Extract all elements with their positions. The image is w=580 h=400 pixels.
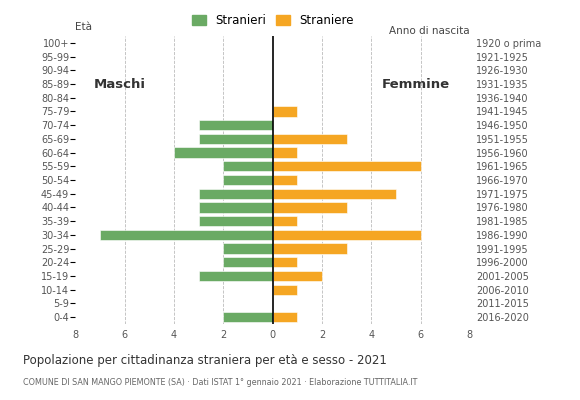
Bar xyxy=(273,175,297,185)
Bar xyxy=(273,312,297,322)
Text: Femmine: Femmine xyxy=(382,78,450,90)
Bar xyxy=(198,216,273,226)
Bar xyxy=(223,161,273,172)
Text: Maschi: Maschi xyxy=(94,78,146,90)
Bar xyxy=(100,230,273,240)
Text: Popolazione per cittadinanza straniera per età e sesso - 2021: Popolazione per cittadinanza straniera p… xyxy=(23,354,387,367)
Bar xyxy=(223,312,273,322)
Text: Anno di nascita: Anno di nascita xyxy=(389,26,470,36)
Bar xyxy=(273,202,347,212)
Text: Età: Età xyxy=(75,22,92,32)
Bar xyxy=(273,148,297,158)
Bar xyxy=(223,175,273,185)
Bar xyxy=(223,257,273,268)
Bar xyxy=(223,244,273,254)
Bar xyxy=(273,216,297,226)
Bar xyxy=(273,134,347,144)
Bar xyxy=(273,106,297,116)
Text: COMUNE DI SAN MANGO PIEMONTE (SA) · Dati ISTAT 1° gennaio 2021 · Elaborazione TU: COMUNE DI SAN MANGO PIEMONTE (SA) · Dati… xyxy=(23,378,418,387)
Bar xyxy=(273,230,420,240)
Bar xyxy=(273,188,396,199)
Bar xyxy=(273,161,420,172)
Bar xyxy=(273,271,322,281)
Bar xyxy=(273,284,297,295)
Bar xyxy=(198,134,273,144)
Legend: Stranieri, Straniere: Stranieri, Straniere xyxy=(191,14,354,27)
Bar xyxy=(198,120,273,130)
Bar xyxy=(198,271,273,281)
Bar xyxy=(198,188,273,199)
Bar xyxy=(273,257,297,268)
Bar xyxy=(198,202,273,212)
Bar xyxy=(174,148,273,158)
Bar xyxy=(273,244,347,254)
